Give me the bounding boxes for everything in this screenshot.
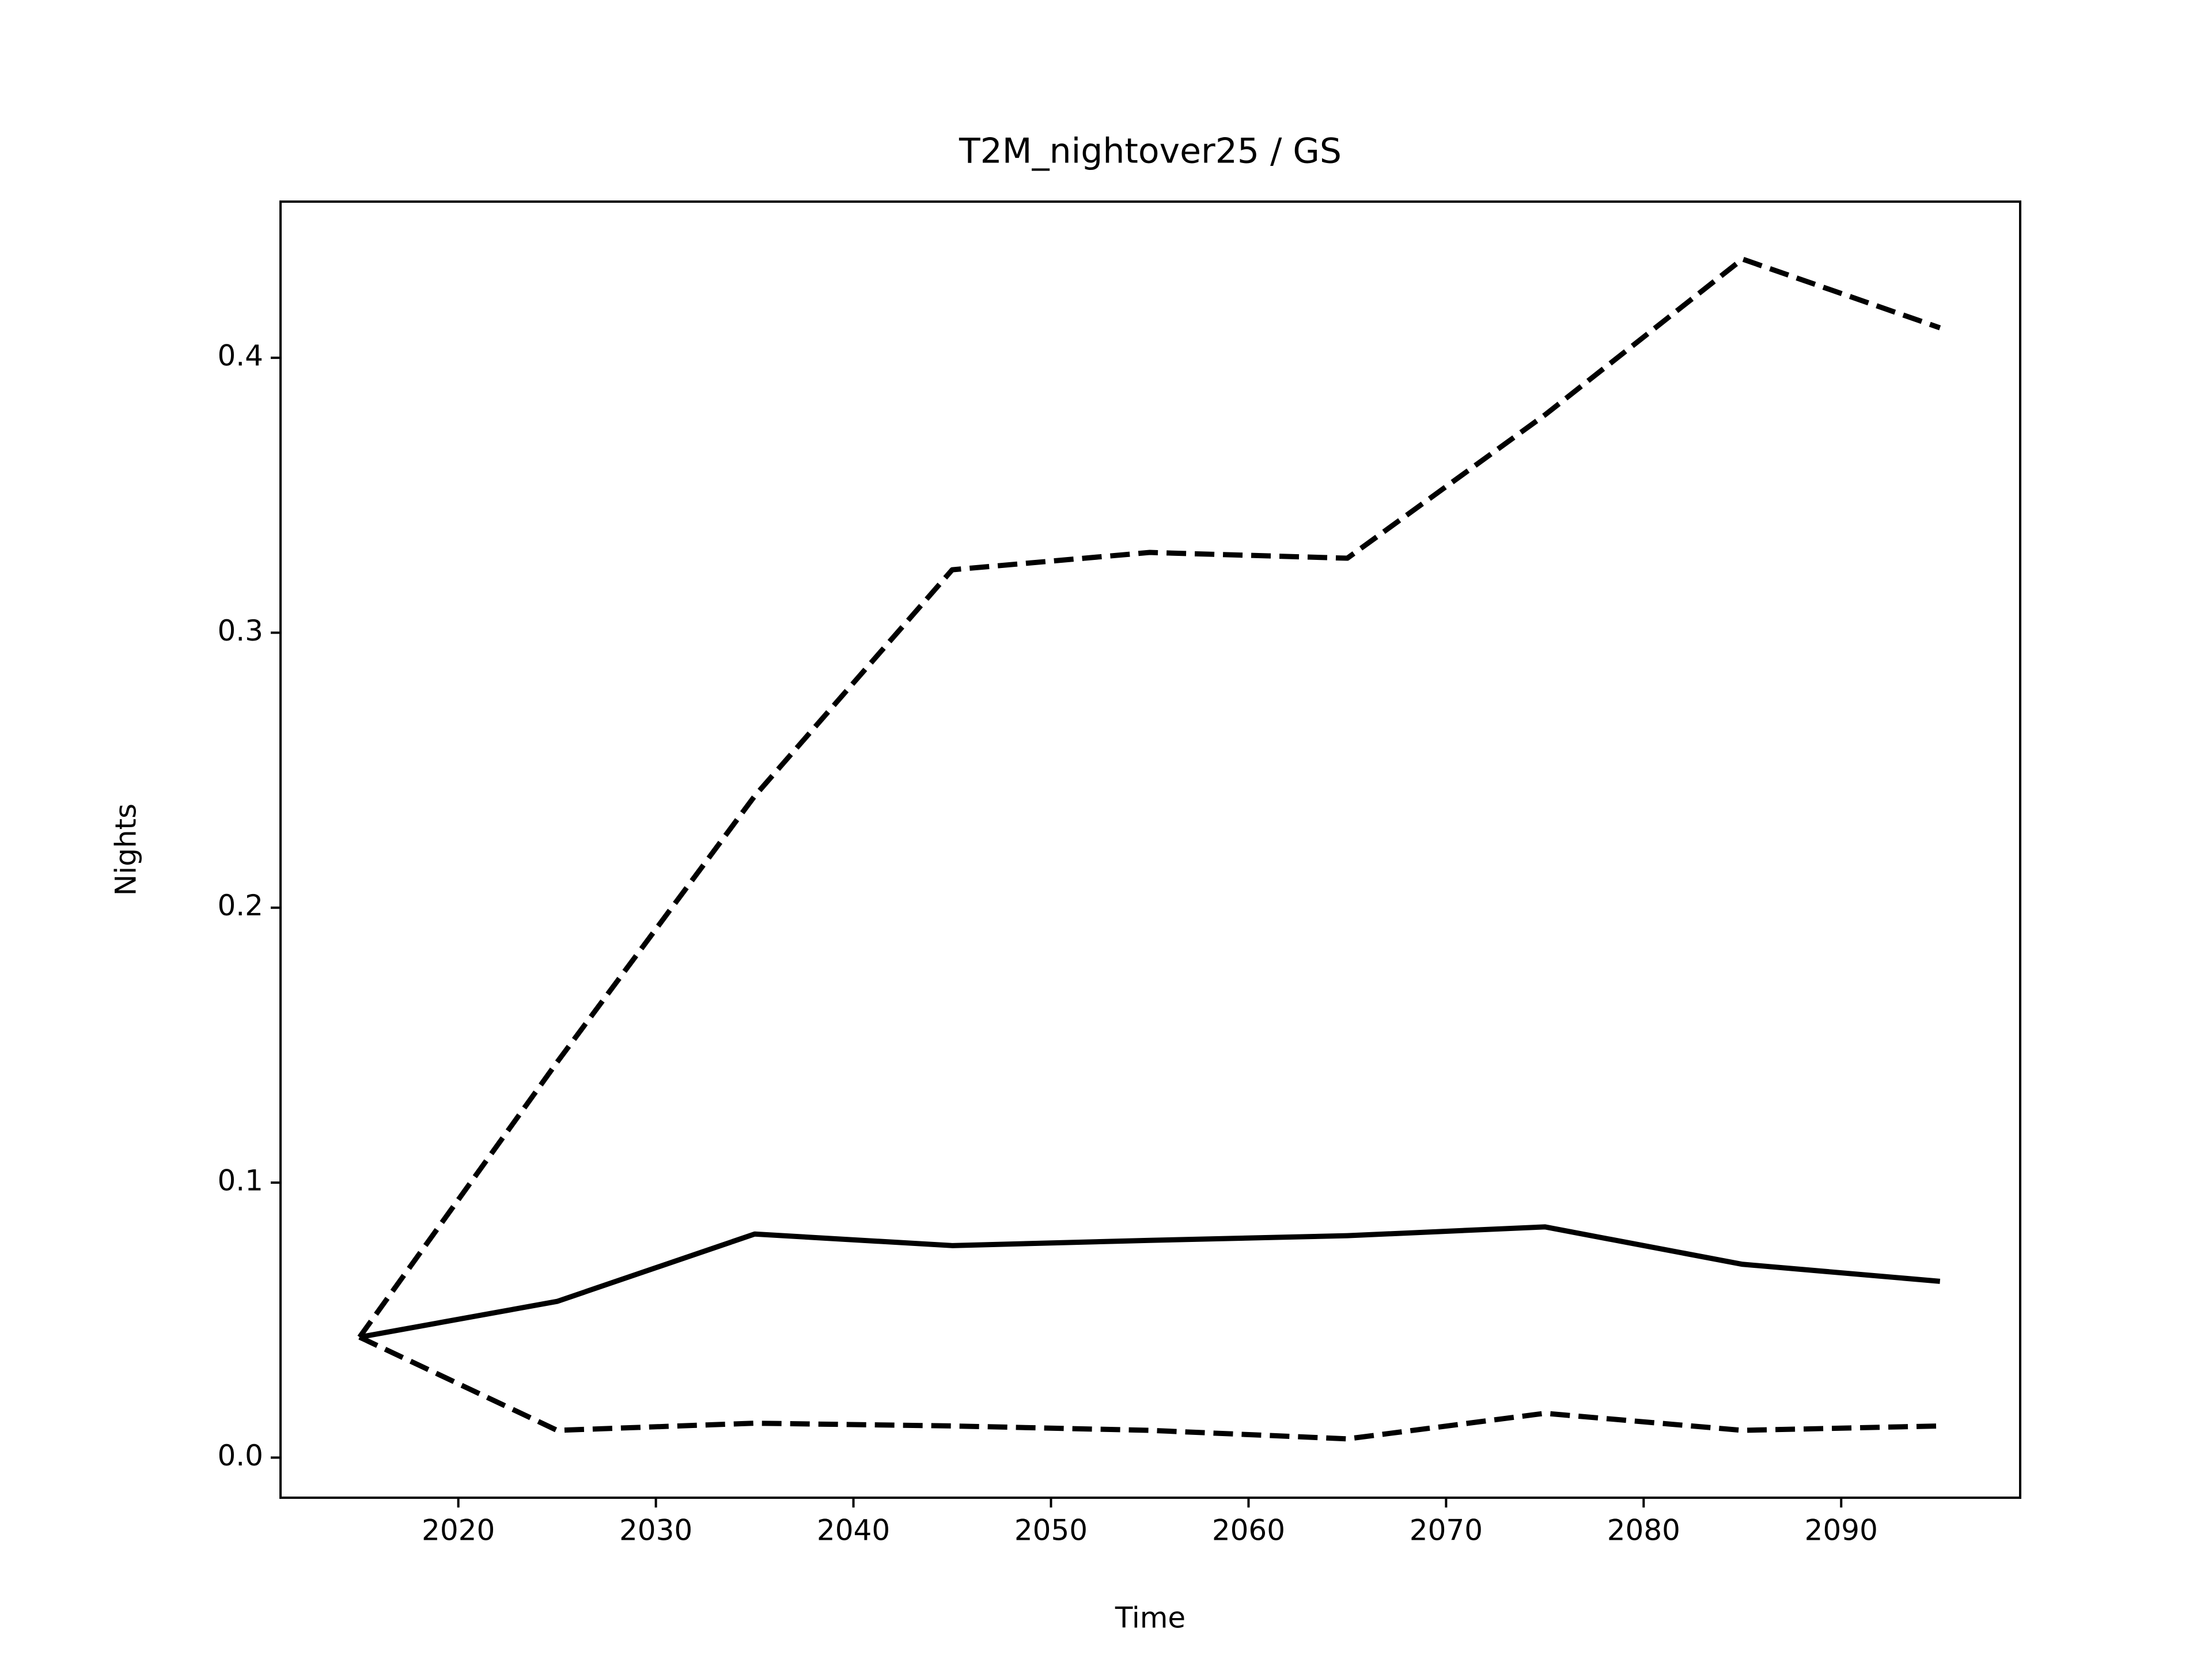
x-axis-label: Time — [1115, 1601, 1185, 1635]
x-tick-label: 2040 — [817, 1514, 890, 1547]
x-tick-label: 2080 — [1607, 1514, 1680, 1547]
x-tick-label: 2020 — [422, 1514, 495, 1547]
chart-title: T2M_nightover25 / GS — [959, 131, 1342, 172]
axes-frame — [279, 200, 2021, 1499]
y-tick-label: 0.1 — [217, 1164, 263, 1198]
x-tick-label: 2060 — [1212, 1514, 1285, 1547]
y-tick-label: 0.3 — [217, 614, 263, 647]
series-line — [359, 1224, 1941, 1340]
x-tick-label: 2050 — [1014, 1514, 1088, 1547]
x-tick-label: 2090 — [1805, 1514, 1878, 1547]
series-line — [357, 256, 1941, 1339]
x-tick-label: 2070 — [1410, 1514, 1483, 1547]
y-axis-label: Nights — [109, 804, 143, 896]
series-line — [358, 1335, 1940, 1442]
y-tick-label: 0.2 — [217, 889, 263, 922]
y-tick-label: 0.4 — [217, 339, 263, 373]
y-tick-label: 0.0 — [217, 1439, 263, 1472]
x-tick-label: 2030 — [619, 1514, 692, 1547]
